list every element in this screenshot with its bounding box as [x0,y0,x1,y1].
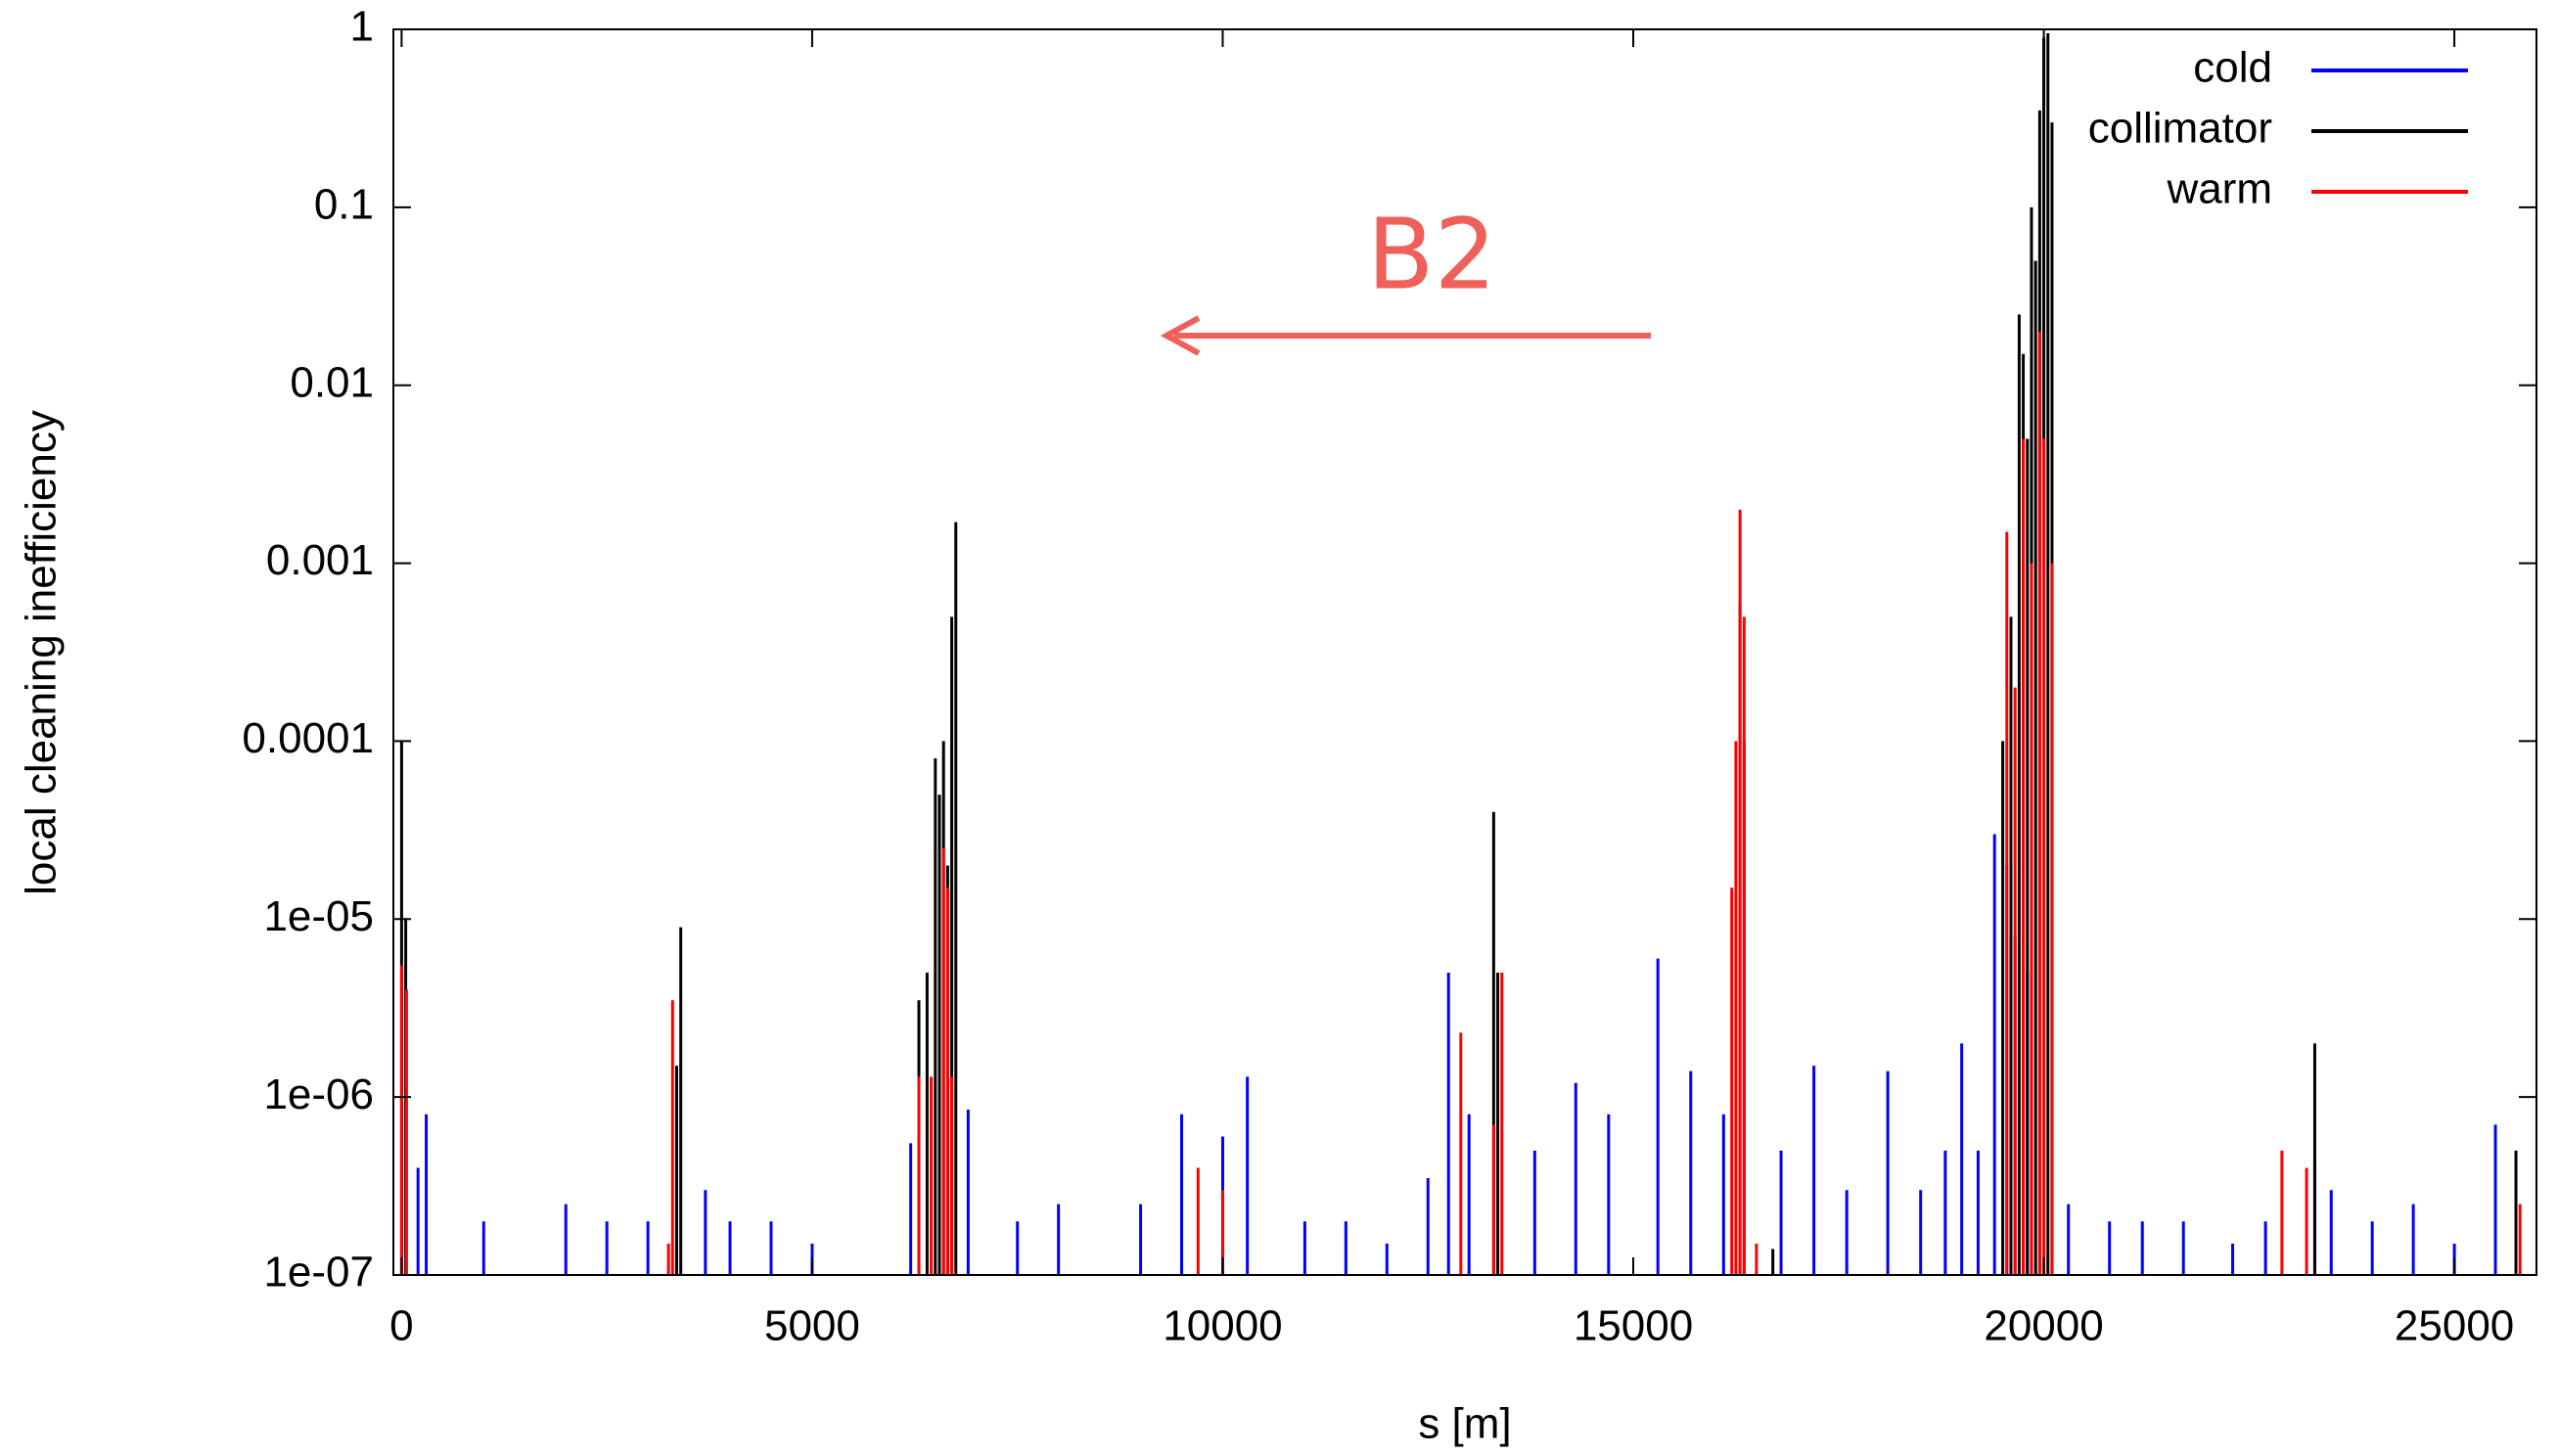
plot-area [399,33,2522,1275]
legend-label: warm [2166,165,2272,213]
x-tick-label: 15000 [1574,1302,1693,1350]
y-tick-label: 1e-07 [263,1249,374,1297]
y-tick-label: 1e-06 [263,1070,374,1118]
legend-label: collimator [2088,105,2272,153]
annotation: B2 [1367,197,1496,311]
x-tick-label: 20000 [1984,1302,2103,1350]
y-tick-label: 1e-05 [263,892,374,940]
x-tick-label: 25000 [2395,1302,2514,1350]
y-tick-label: 1 [350,3,374,51]
legend-label: cold [2193,44,2272,92]
x-tick-label: 10000 [1163,1302,1282,1350]
y-axis-label: local cleaning inefficiency [18,410,66,895]
x-tick-label: 5000 [764,1302,860,1350]
x-tick-label: 0 [389,1302,413,1350]
y-tick-label: 0.001 [266,536,374,584]
annotation-arrow [1160,315,1651,356]
y-tick-label: 0.0001 [242,714,374,762]
plot-frame [392,28,2537,1276]
y-tick-label: 0.01 [290,358,374,406]
y-tick-label: 0.1 [314,180,374,228]
x-axis-label: s [m] [1418,1400,1511,1448]
